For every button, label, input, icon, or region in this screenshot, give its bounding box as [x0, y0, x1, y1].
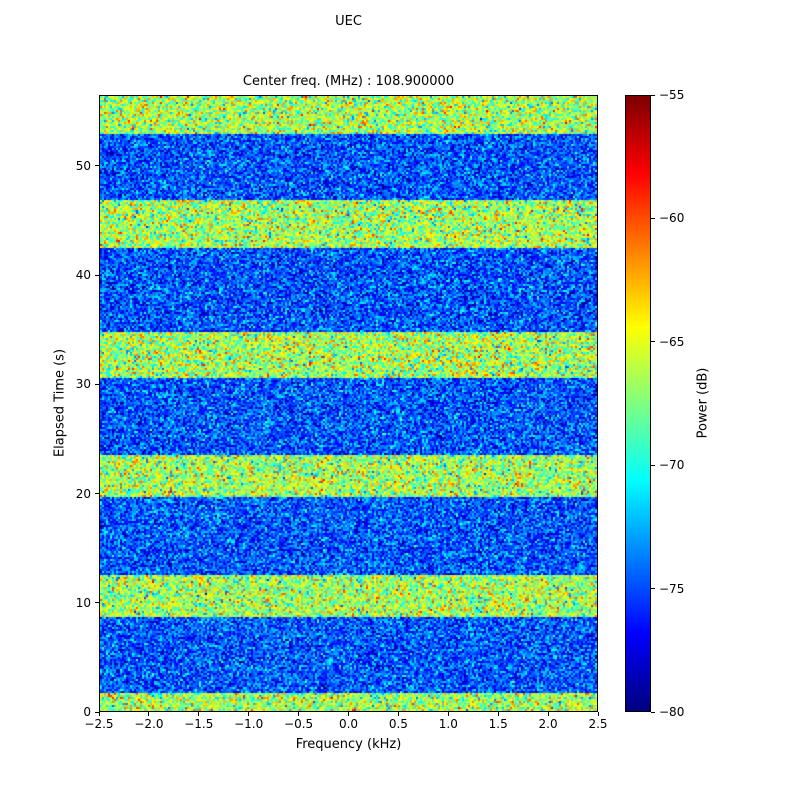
x-tick-mark: [547, 712, 549, 716]
x-tick-label: −1.0: [234, 717, 264, 731]
colorbar-tick-label: −80: [659, 705, 685, 719]
x-tick-mark: [148, 712, 150, 716]
y-tick-mark: [95, 274, 99, 276]
x-tick-mark: [298, 712, 300, 716]
header-line-center-freq: Center freq. (MHz) : 108.900000: [242, 74, 455, 89]
spectrogram-canvas: [100, 96, 597, 711]
x-tick-label: 0.0: [338, 717, 359, 731]
colorbar-tick-mark: [651, 711, 655, 713]
colorbar-tick-label: −70: [659, 458, 685, 473]
y-axis-label: Elapsed Time (s): [52, 348, 68, 458]
x-tick-label: 1.0: [438, 717, 458, 731]
colorbar: [625, 95, 651, 712]
x-tick-mark: [397, 712, 399, 716]
y-tick-label: 30: [75, 377, 91, 392]
x-tick-mark: [198, 712, 200, 716]
y-tick-mark: [95, 165, 99, 167]
colorbar-label: Power (dB): [695, 367, 711, 439]
colorbar-tick-label: −65: [659, 334, 685, 349]
x-tick-mark: [248, 712, 250, 716]
y-tick-label: 40: [75, 268, 91, 283]
y-tick-label: 10: [75, 595, 91, 610]
x-tick-label: 1.5: [488, 717, 508, 731]
colorbar-tick-label: −75: [659, 581, 685, 596]
x-axis-label: Frequency (kHz): [295, 737, 402, 752]
x-tick-label: 2.0: [538, 717, 558, 731]
colorbar-tick-mark: [651, 94, 655, 96]
x-tick-mark: [597, 712, 599, 716]
y-tick-label: 20: [75, 486, 91, 501]
plot-area: [99, 95, 598, 712]
x-tick-label: 0.5: [388, 717, 408, 731]
colorbar-tick-mark: [651, 217, 655, 219]
y-tick-mark: [95, 383, 99, 385]
colorbar-tick-label: −55: [659, 88, 685, 102]
colorbar-tick-mark: [651, 341, 655, 343]
x-tick-label: 2.5: [588, 717, 608, 731]
x-tick-mark: [98, 712, 100, 716]
x-tick-mark: [348, 712, 349, 716]
x-tick-label: −0.5: [284, 717, 314, 731]
y-tick-label: 0: [83, 705, 91, 719]
x-tick-label: −1.5: [184, 717, 214, 731]
x-tick-mark: [497, 712, 499, 716]
x-tick-mark: [447, 712, 449, 716]
x-tick-label: −2.0: [134, 717, 164, 731]
figure-title: UEC: [335, 14, 362, 29]
colorbar-gradient-canvas: [626, 96, 650, 711]
y-tick-label: 50: [75, 158, 91, 173]
y-tick-mark: [95, 493, 99, 495]
x-tick-label: −2.5: [84, 717, 114, 731]
y-tick-mark: [95, 711, 99, 713]
colorbar-tick-mark: [651, 464, 655, 466]
colorbar-tick-label: −60: [659, 211, 685, 226]
y-tick-mark: [95, 602, 99, 604]
colorbar-tick-mark: [651, 588, 655, 590]
